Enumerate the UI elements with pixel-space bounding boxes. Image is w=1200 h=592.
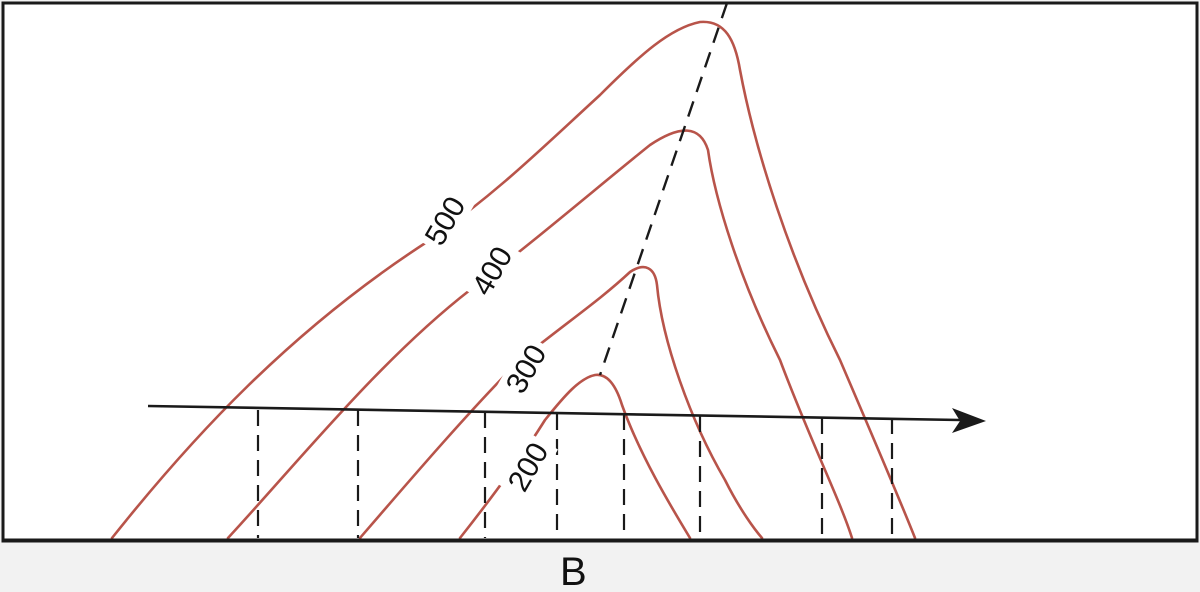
map-frame: [1, 1, 1199, 543]
contour-line-300: [358, 265, 764, 540]
ridge-line: [598, 2, 729, 376]
section-line: [147, 404, 961, 422]
contour-line-500: [110, 20, 917, 540]
arrow-head-icon: [952, 408, 986, 433]
contour-line-400: [226, 129, 854, 540]
point-label-b: B: [560, 550, 587, 592]
